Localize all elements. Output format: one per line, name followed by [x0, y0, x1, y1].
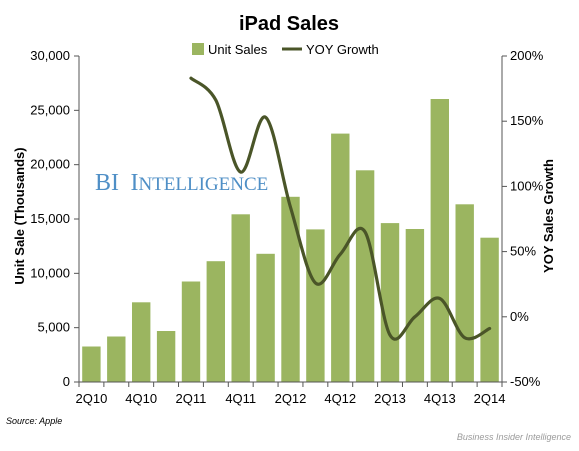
- y2-tick-label: 100%: [510, 178, 544, 193]
- y-axis-label: Unit Sale (Thousands): [12, 147, 27, 284]
- x-tick-label: 4Q12: [324, 391, 356, 406]
- y2-tick-label: 0%: [510, 309, 529, 324]
- x-tick-label: 2Q13: [374, 391, 406, 406]
- plot-area: 0 5,000 10,000 15,000 20,000 25,000 30,000 -50%…: [30, 48, 543, 406]
- bar-4Q12: [331, 133, 350, 382]
- watermark-i: I: [130, 170, 138, 196]
- x-tick-label: 2Q12: [275, 391, 307, 406]
- bar-2Q11: [181, 281, 201, 382]
- bar-1Q13: [355, 170, 375, 382]
- legend-label-yoy-growth: YOY Growth: [306, 42, 379, 57]
- legend: Unit Sales YOY Growth: [192, 42, 379, 57]
- bar-1Q11: [156, 331, 176, 382]
- legend-bar-swatch: [192, 43, 204, 55]
- bar-1Q12: [256, 253, 275, 382]
- bar-3Q13: [405, 229, 425, 382]
- bar-2Q13: [380, 223, 400, 382]
- y-tick-label: 20,000: [30, 157, 70, 172]
- y2-tick-label: 150%: [510, 113, 544, 128]
- y-tick-label: 25,000: [30, 102, 70, 117]
- chart-title: iPad Sales: [239, 13, 339, 35]
- credit-note: Business Insider Intelligence: [457, 432, 571, 442]
- bar-1Q14: [455, 204, 474, 382]
- y2-tick-label: -50%: [510, 374, 541, 389]
- bar-3Q11: [206, 261, 225, 382]
- bar-4Q11: [231, 214, 250, 382]
- x-tick-label: 4Q10: [125, 391, 157, 406]
- yoy-growth-line: [189, 76, 492, 341]
- x-tick-label: 4Q11: [225, 391, 256, 406]
- y-tick-label: 5,000: [37, 320, 70, 335]
- bar-4Q13: [430, 99, 449, 382]
- bar-2Q14: [480, 237, 499, 382]
- watermark-ntelligence: NTELLIGENCE: [138, 174, 268, 195]
- x-tick-label: 2Q10: [76, 391, 108, 406]
- y2-tick-label: 50%: [510, 244, 536, 259]
- bar-2Q12: [281, 196, 300, 382]
- x-tick-label: 2Q11: [176, 391, 207, 406]
- y-tick-label: 0: [63, 374, 70, 389]
- bar-3Q12: [306, 229, 325, 382]
- x-tick-label: 2Q14: [474, 391, 506, 406]
- bar-3Q10: [107, 336, 126, 382]
- y-tick-label: 15,000: [30, 211, 70, 226]
- bar-2Q10: [82, 346, 101, 382]
- y-tick-label: 30,000: [30, 48, 70, 63]
- bar-4Q10: [132, 302, 151, 382]
- legend-label-unit-sales: Unit Sales: [208, 42, 268, 57]
- y2-tick-label: 200%: [510, 48, 544, 63]
- watermark-bi: BI: [95, 170, 119, 196]
- watermark: BI INTELLIGENCE: [95, 170, 268, 196]
- x-tick-label: 4Q13: [424, 391, 456, 406]
- y-tick-label: 10,000: [30, 265, 70, 280]
- source-note: Source: Apple: [6, 416, 62, 426]
- y2-axis-label: YOY Sales Growth: [541, 159, 556, 273]
